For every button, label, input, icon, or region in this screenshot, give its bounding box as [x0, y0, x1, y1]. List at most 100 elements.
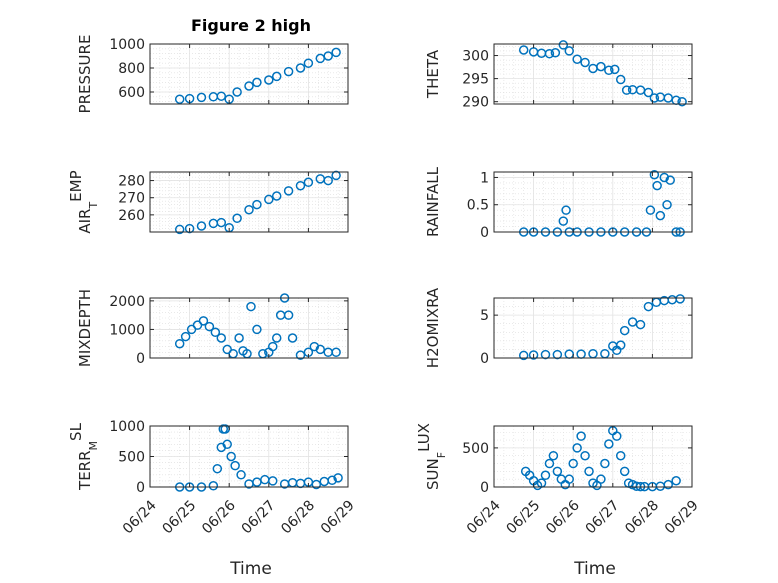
data-point [572, 54, 582, 64]
subplot-pressure: 600 800 1000 PRESSURE [76, 35, 349, 113]
data-point [287, 333, 298, 343]
y-tick-label: 0 [480, 225, 489, 241]
data-point [544, 48, 555, 59]
data-point [212, 463, 223, 474]
data-point [643, 301, 654, 312]
data-point [333, 473, 343, 483]
data-point [663, 479, 673, 490]
data-point [244, 204, 254, 215]
axes-box [149, 43, 349, 105]
y-tick-label: 0 [136, 351, 145, 367]
data-point [252, 77, 262, 88]
y-tick-label: 0 [480, 480, 489, 496]
data-point [327, 475, 337, 486]
data-point [204, 321, 215, 332]
data-point [234, 333, 244, 343]
y-tick-label: 500 [462, 441, 489, 457]
data-point [580, 57, 590, 68]
axes-box [493, 43, 693, 105]
data-point [619, 325, 630, 336]
data-point [615, 340, 626, 350]
data-point [610, 64, 620, 75]
data-point [216, 91, 227, 101]
data-point [649, 169, 660, 180]
x-tick-label: 06/29 [318, 497, 358, 537]
data-point [540, 470, 551, 481]
x-tick-label: 06/26 [543, 497, 583, 537]
y-tick-label: 295 [462, 72, 489, 88]
data-point [295, 180, 306, 191]
data-point [174, 338, 185, 349]
data-point [323, 51, 333, 61]
data-point [198, 316, 209, 326]
y-tick-label: 1000 [109, 419, 145, 435]
y-tick-label: 1000 [109, 322, 145, 338]
x-axis-label-left: Time [229, 559, 272, 579]
data-point [518, 350, 529, 361]
data-point [635, 319, 646, 330]
y-axis-label: THETA [424, 49, 442, 99]
y-tick-label: 1000 [109, 37, 145, 53]
subplot-rainfall: 0 0.5 1 RAINFALL [424, 166, 693, 241]
axes-box [493, 171, 693, 233]
data-point [643, 87, 654, 98]
data-point [548, 450, 559, 461]
data-point [544, 458, 555, 469]
subplot-terr-msl: 0 500 1000 06/24 06/25 06/26 06/27 06/28 06/29 TE… [67, 419, 358, 537]
data-point [303, 58, 314, 68]
data-point [528, 350, 539, 360]
data-point [216, 217, 227, 228]
axes-box [493, 297, 693, 359]
data-point [271, 333, 282, 343]
data-point [208, 481, 219, 491]
data-point [659, 172, 670, 183]
x-tick-label: 06/25 [160, 497, 200, 537]
data-point [232, 213, 242, 224]
x-tick-label: 06/28 [622, 497, 662, 537]
data-point [323, 175, 333, 186]
data-point [236, 470, 246, 480]
data-point [311, 479, 322, 490]
x-tick-label: 06/25 [504, 497, 544, 537]
data-point [295, 63, 306, 73]
data-point [174, 224, 185, 235]
data-point [677, 96, 687, 107]
x-tick-label: 06/24 [120, 497, 160, 537]
y-tick-label: 290 [462, 95, 489, 111]
axes-box [493, 425, 693, 488]
x-tick-label: 06/27 [239, 497, 279, 537]
data-point [662, 199, 672, 210]
y-tick-label: 1 [480, 170, 489, 186]
y-tick-label: 300 [462, 49, 489, 65]
data-point [246, 301, 256, 312]
data-point [283, 310, 294, 320]
data-point [604, 439, 614, 449]
data-point [264, 194, 274, 205]
data-point [232, 87, 242, 97]
data-point [184, 223, 195, 234]
y-axis-label: H2OMIXRA [424, 287, 442, 368]
data-point [552, 466, 563, 477]
y-tick-label: 0.5 [467, 198, 489, 214]
data-point [283, 186, 294, 196]
data-point [268, 476, 278, 486]
subplot-theta: 290 295 300 THETA [424, 40, 693, 111]
data-point [564, 46, 574, 56]
x-tick-label: 06/28 [278, 497, 318, 537]
data-point [665, 175, 675, 185]
data-point [196, 221, 207, 231]
data-point [604, 65, 614, 76]
y-tick-label: 0 [136, 480, 145, 496]
data-point [561, 205, 571, 215]
data-point [331, 347, 341, 358]
y-tick-label: 280 [118, 174, 145, 190]
y-tick-label: 260 [118, 208, 145, 224]
data-point [271, 71, 282, 82]
data-point [619, 466, 630, 477]
data-point [558, 40, 569, 50]
data-point [615, 450, 626, 461]
y-axis-label: AIRTEMP [67, 170, 100, 233]
x-tick-label: 06/26 [199, 497, 239, 537]
data-point [540, 349, 551, 360]
